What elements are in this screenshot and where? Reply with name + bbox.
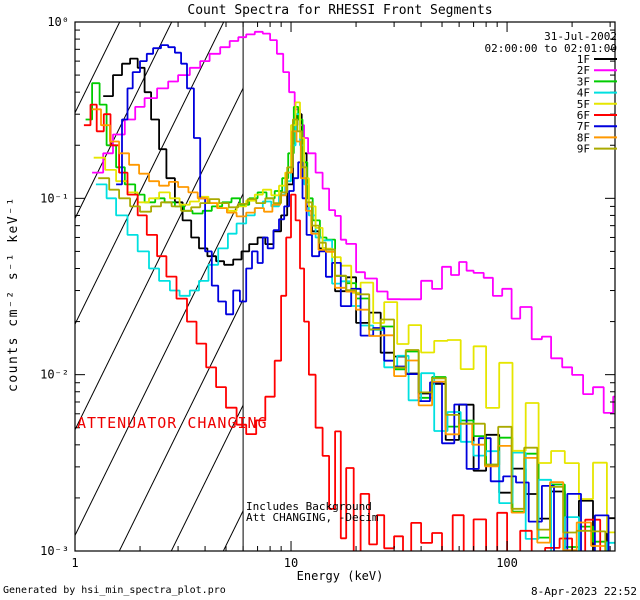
legend-date: 31-Jul-2002 [544,30,617,43]
legend-label-4F: 4F [577,87,590,100]
att-changing-decim-note: Att CHANGING, -Decim [246,511,379,524]
hatch-region [75,22,244,551]
legend-label-7F: 7F [577,120,590,133]
legend-label-2F: 2F [577,64,590,77]
attenuator-changing-annotation: ATTENUATOR CHANGING [77,414,268,432]
legend-label-3F: 3F [577,75,590,88]
legend-label-9F: 9F [577,143,590,156]
generated-by-footer: Generated by hsi_min_spectra_plot.pro [3,585,226,596]
series-7F [116,44,610,551]
series-3F [85,82,608,551]
x-axis-label: Energy (keV) [296,569,384,583]
svg-text:10⁰: 10⁰ [47,15,69,29]
series-9F [98,118,607,551]
series-8F [92,108,607,551]
legend-label-8F: 8F [577,131,590,144]
svg-text:10⁻¹: 10⁻¹ [40,191,69,205]
series-2F [92,30,615,414]
y-axis-label: counts cm⁻² s⁻¹ keV⁻¹ [6,196,21,392]
svg-text:100: 100 [496,556,518,570]
legend-label-1F: 1F [577,53,590,66]
svg-text:10: 10 [284,556,298,570]
chart-title: Count Spectra for RHESSI Front Segments [187,3,493,18]
timestamp-footer: 8-Apr-2023 22:52 [531,585,637,598]
svg-text:1: 1 [71,556,78,570]
tick-labels: 1 10 100 10⁰ 10⁻¹ 10⁻² 10⁻³ [40,15,518,570]
axis-ticks [74,21,615,552]
includes-background-note: Includes Background [246,500,372,513]
plot-border [74,21,616,552]
legend-label-5F: 5F [577,98,590,111]
svg-text:10⁻³: 10⁻³ [40,544,69,558]
svg-text:10⁻²: 10⁻² [40,368,69,382]
legend-time-range: 02:00:00 to 02:01:00 [485,42,617,55]
legend-label-6F: 6F [577,109,590,122]
spectra-curves [83,30,615,551]
